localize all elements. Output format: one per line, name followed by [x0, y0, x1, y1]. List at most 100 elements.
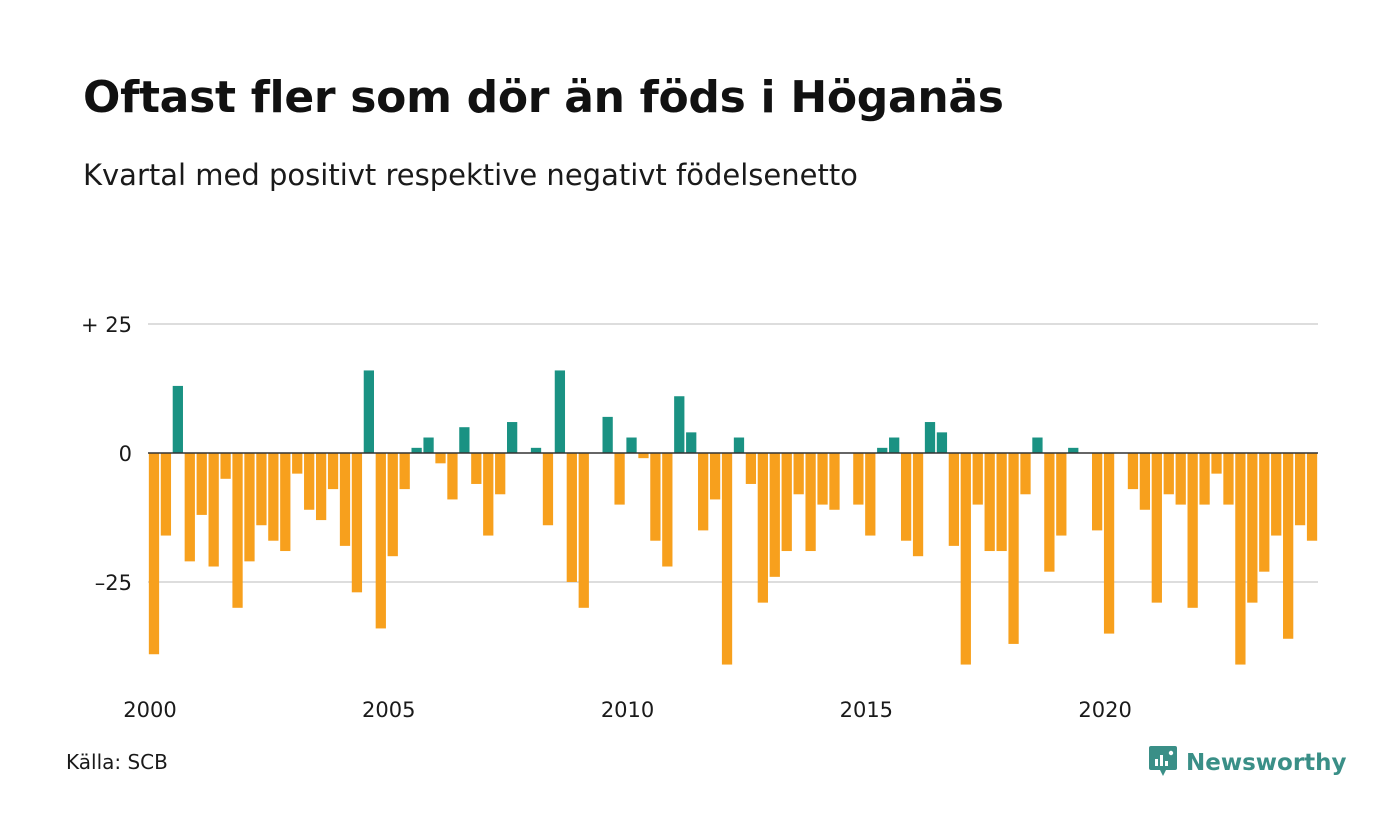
bar	[984, 453, 995, 552]
bar	[1056, 453, 1067, 536]
bar	[853, 453, 864, 505]
bar	[387, 453, 398, 557]
bar	[1211, 453, 1222, 474]
bar	[1103, 453, 1115, 634]
bar	[542, 453, 554, 526]
bar	[160, 453, 172, 536]
bar	[805, 453, 816, 552]
bar	[566, 453, 577, 582]
bar	[996, 453, 1007, 552]
bar	[793, 453, 804, 495]
x-tick-label: 2010	[601, 698, 654, 722]
bar	[889, 437, 900, 453]
bar	[972, 453, 983, 505]
bar	[447, 453, 458, 500]
bar	[483, 453, 494, 536]
bar	[1020, 453, 1031, 495]
bar	[1187, 453, 1198, 608]
bar	[829, 453, 840, 510]
bar	[745, 453, 757, 484]
bar	[184, 453, 195, 562]
grid-layer	[148, 323, 1318, 583]
bar	[1259, 453, 1270, 572]
bar	[327, 453, 339, 490]
x-tick-label: 2020	[1078, 698, 1131, 722]
bar	[530, 447, 542, 453]
bar	[208, 453, 219, 567]
bar	[1294, 453, 1306, 526]
axis-layer: + 25 0 –25 2000 2005 2010 2015 2020	[81, 313, 1318, 722]
bar	[1271, 453, 1282, 536]
bar	[148, 453, 160, 655]
bar	[1283, 453, 1294, 639]
x-tick-label: 2005	[362, 698, 415, 722]
bar	[172, 385, 183, 453]
bar	[733, 437, 745, 453]
bar	[638, 453, 649, 459]
y-tick-label: + 25	[81, 313, 132, 337]
bar	[256, 453, 267, 526]
bar	[1306, 453, 1318, 541]
bar	[650, 453, 661, 541]
bar	[1235, 453, 1246, 665]
chart-title: Oftast fler som dör än föds i Höganäs	[83, 72, 1004, 123]
chart-subtitle: Kvartal med positivt respektive negativt…	[83, 158, 858, 192]
newsworthy-logo-icon	[1148, 744, 1178, 782]
bar	[1163, 453, 1174, 495]
bar	[244, 453, 255, 562]
bars-layer	[148, 370, 1318, 665]
bar	[865, 453, 876, 536]
bar	[268, 453, 279, 541]
bar	[375, 453, 386, 629]
x-tick-label: 2000	[123, 698, 176, 722]
bar	[495, 453, 506, 495]
bar	[674, 396, 685, 453]
source-note: Källa: SCB	[66, 750, 168, 774]
bar	[1175, 453, 1186, 505]
bar	[280, 453, 291, 552]
bar	[900, 453, 912, 541]
bar	[1223, 453, 1234, 505]
bar	[1199, 453, 1210, 505]
bar	[721, 453, 733, 665]
bar	[399, 453, 410, 490]
bar	[1092, 453, 1103, 531]
x-tick-label: 2015	[840, 698, 893, 722]
bar	[471, 453, 482, 484]
bar	[1008, 453, 1019, 644]
bar	[351, 453, 363, 593]
bar	[698, 453, 709, 531]
bar	[709, 453, 721, 500]
bar	[769, 453, 780, 577]
bar	[924, 422, 936, 453]
bar	[877, 447, 888, 453]
bar	[626, 437, 637, 453]
bar	[411, 447, 422, 453]
bar	[686, 432, 697, 453]
bar	[315, 453, 327, 521]
bar	[662, 453, 673, 567]
bar	[1068, 447, 1079, 453]
bar	[1151, 453, 1162, 603]
bar	[960, 453, 971, 665]
bar	[948, 453, 959, 546]
bar	[1044, 453, 1055, 572]
bar	[578, 453, 589, 608]
bar	[304, 453, 315, 510]
bar	[1139, 453, 1151, 510]
bar	[507, 422, 518, 453]
bar	[196, 453, 207, 515]
bar	[781, 453, 792, 552]
bar	[554, 370, 566, 453]
bar	[817, 453, 828, 505]
bar	[912, 453, 924, 557]
y-tick-label: –25	[95, 571, 132, 595]
brand: Newsworthy	[1148, 744, 1347, 782]
bar	[423, 437, 434, 453]
bar	[1247, 453, 1258, 603]
bar	[435, 453, 446, 464]
bar	[757, 453, 768, 603]
bar	[1032, 437, 1043, 453]
bar	[1127, 453, 1139, 490]
